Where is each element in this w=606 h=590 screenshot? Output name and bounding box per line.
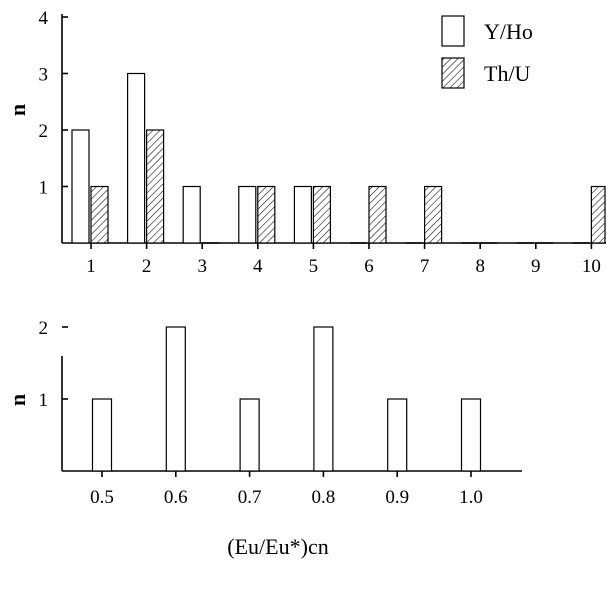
histogram-bottom: n (Eu/Eu*)cn 1 2 0.5 0.6 0.7 0.8 0.9 1.0 [5, 318, 522, 559]
y-tick-label: 3 [39, 65, 49, 86]
bar [590, 185, 606, 244]
x-tick-label: 9 [531, 256, 541, 277]
bar [238, 185, 257, 244]
bar [368, 185, 387, 244]
bar [90, 185, 109, 244]
legend-label: Y/Ho [484, 19, 533, 44]
bar [293, 185, 312, 244]
y-tick-label: 1 [39, 390, 49, 411]
bar [312, 185, 331, 244]
bar [460, 398, 482, 472]
x-axis-title-bottom: (Eu/Eu*)cn [227, 534, 328, 559]
x-tick-label: 4 [253, 256, 263, 277]
x-tick-label: 0.6 [164, 487, 188, 508]
x-tick-label: 0.9 [385, 487, 409, 508]
x-tick-label: 7 [420, 256, 430, 277]
x-tick-label: 10 [582, 256, 601, 277]
y-tick-label: 1 [39, 178, 49, 199]
histogram-top: n Y/Ho Th/U 1 2 3 4 1 2 3 4 5 6 7 8 9 10 [5, 8, 606, 277]
bar [313, 326, 334, 472]
x-tick-label: 0.5 [90, 487, 114, 508]
y-axis-label-top: n [5, 104, 30, 116]
bar [257, 185, 276, 244]
bar [239, 398, 260, 472]
x-tick-label: 3 [197, 256, 207, 277]
x-tick-label: 0.7 [238, 487, 262, 508]
bar [387, 398, 408, 472]
legend-swatch [441, 15, 465, 47]
x-tick-label: 1.0 [459, 487, 483, 508]
legend-label: Th/U [484, 61, 531, 86]
legend: Y/Ho Th/U [441, 15, 533, 89]
x-tick-label: 8 [475, 256, 485, 277]
bar [146, 129, 165, 244]
y-tick-label: 2 [39, 121, 49, 142]
y-axis-label-bottom: n [5, 394, 30, 406]
bar [182, 185, 201, 244]
y-tick-label: 2 [39, 318, 49, 339]
x-tick-label: 1 [86, 256, 96, 277]
x-tick-label: 5 [309, 256, 319, 277]
bar [71, 129, 90, 244]
x-tick-label: 0.8 [312, 487, 336, 508]
x-tick-label: 6 [364, 256, 374, 277]
bar [91, 398, 113, 472]
bar [165, 326, 186, 472]
legend-swatch [441, 57, 465, 89]
x-tick-label: 2 [142, 256, 152, 277]
y-tick-label: 4 [39, 8, 49, 29]
bar [126, 72, 146, 244]
bar [424, 185, 443, 244]
